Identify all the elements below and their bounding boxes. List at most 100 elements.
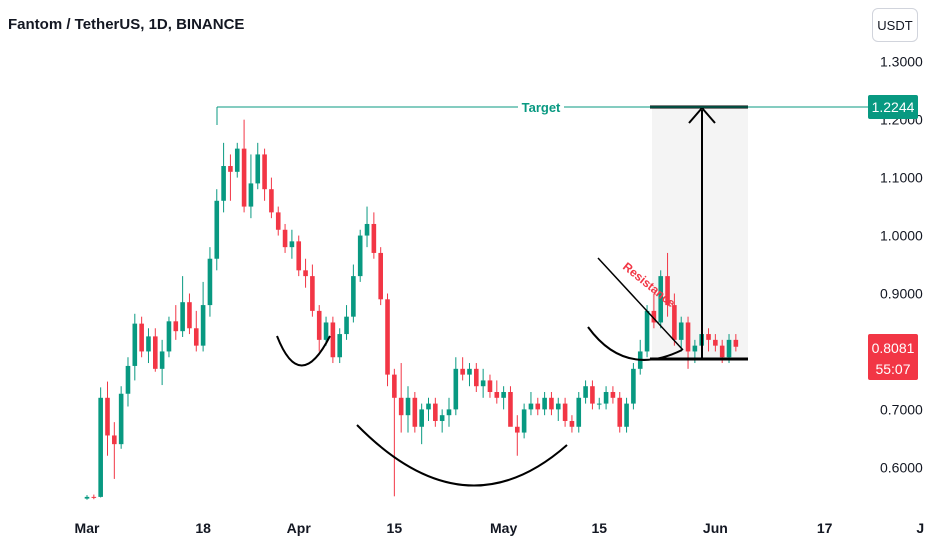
- candle: [289, 229, 295, 259]
- cup-handle-curve: [587, 326, 683, 361]
- candle: [344, 305, 349, 340]
- drawings: [276, 105, 748, 487]
- candle-body: [351, 276, 356, 317]
- candle: [303, 258, 308, 288]
- candle-body: [644, 310, 650, 352]
- candle-body: [596, 403, 602, 405]
- candle-body: [665, 276, 670, 306]
- candle: [371, 212, 377, 259]
- candle: [132, 313, 138, 381]
- candle-body: [460, 368, 465, 375]
- candle: [624, 397, 629, 433]
- candle-body: [371, 223, 377, 253]
- candle-body: [214, 200, 220, 259]
- candle-body: [624, 403, 629, 427]
- candle: [658, 270, 664, 329]
- candle-body: [562, 403, 568, 421]
- candle-body: [193, 328, 199, 346]
- candle-body: [241, 148, 247, 207]
- chart-title: Fantom / TetherUS, 1D, BINANCE: [8, 16, 245, 33]
- candle-body: [521, 409, 527, 433]
- candle: [166, 316, 172, 358]
- x-tick-label: 15: [387, 520, 403, 536]
- candle: [385, 293, 390, 387]
- candle: [255, 142, 261, 190]
- x-axis: Mar 18 Apr 15 May 15 Jun 17 J: [75, 520, 925, 536]
- candle-body: [139, 323, 144, 352]
- candle: [480, 368, 486, 398]
- candle: [562, 397, 568, 427]
- candle: [419, 403, 424, 445]
- candle: [98, 387, 103, 498]
- y-tick-label: 0.9000: [880, 286, 923, 302]
- candle: [569, 415, 575, 433]
- candle-body: [200, 305, 206, 346]
- candle-body: [542, 397, 547, 410]
- target-price-label: 1.2244: [868, 95, 918, 119]
- candle-body: [603, 392, 609, 404]
- candle-body: [269, 189, 274, 213]
- candle: [351, 264, 356, 323]
- countdown-text: 55:07: [875, 361, 910, 377]
- candle-body: [275, 212, 281, 230]
- x-tick-label: 17: [817, 520, 833, 536]
- candle-body: [678, 322, 684, 340]
- candle: [576, 392, 582, 433]
- y-tick-label: 1.0000: [880, 228, 923, 244]
- candle-body: [474, 368, 479, 387]
- candle-body: [426, 403, 431, 410]
- candle-body: [672, 305, 677, 340]
- candle-body: [385, 299, 390, 375]
- candle: [412, 392, 418, 433]
- candle-body: [105, 397, 110, 436]
- candle: [228, 154, 233, 201]
- candle-body: [132, 323, 138, 366]
- currency-button[interactable]: USDT: [872, 8, 918, 42]
- candle-body: [446, 409, 452, 416]
- candle: [487, 374, 493, 398]
- candle: [706, 328, 711, 352]
- y-tick-label: 1.1000: [880, 170, 923, 186]
- candle: [269, 177, 274, 219]
- candle-body: [651, 310, 657, 323]
- candle: [241, 119, 247, 213]
- candle: [173, 305, 179, 340]
- candle: [112, 422, 117, 479]
- candle: [596, 397, 602, 410]
- candle-body: [631, 368, 636, 404]
- candle-body: [590, 386, 595, 404]
- candle-body: [692, 345, 698, 352]
- candle-body: [685, 322, 691, 352]
- candle-body: [576, 397, 582, 427]
- candle: [248, 154, 254, 219]
- candle: [501, 386, 506, 410]
- candle-body: [282, 229, 288, 248]
- candle: [433, 397, 438, 427]
- cup-left-curve: [276, 335, 331, 367]
- y-tick-label: 1.3000: [880, 54, 923, 70]
- candle: [610, 386, 616, 404]
- candle-body: [733, 339, 739, 347]
- candle-body: [255, 154, 261, 184]
- candle-body: [439, 415, 445, 421]
- candle-body: [713, 339, 718, 346]
- target-line: Target: [216, 99, 868, 125]
- target-annotation: Target: [522, 100, 561, 115]
- candle-body: [726, 339, 732, 358]
- candle-body: [228, 166, 233, 172]
- candle: [330, 316, 336, 364]
- candle: [426, 397, 431, 421]
- candle: [187, 293, 192, 335]
- candle: [310, 264, 315, 317]
- x-tick-label: 15: [591, 520, 607, 536]
- candle: [665, 252, 670, 317]
- candle-body: [508, 392, 513, 427]
- candle-body: [296, 241, 302, 271]
- candle-body: [337, 334, 343, 358]
- candle-body: [316, 310, 322, 340]
- candle: [678, 316, 684, 352]
- x-tick-label: Jun: [703, 520, 728, 536]
- candle: [275, 206, 281, 236]
- candle-body: [610, 392, 616, 398]
